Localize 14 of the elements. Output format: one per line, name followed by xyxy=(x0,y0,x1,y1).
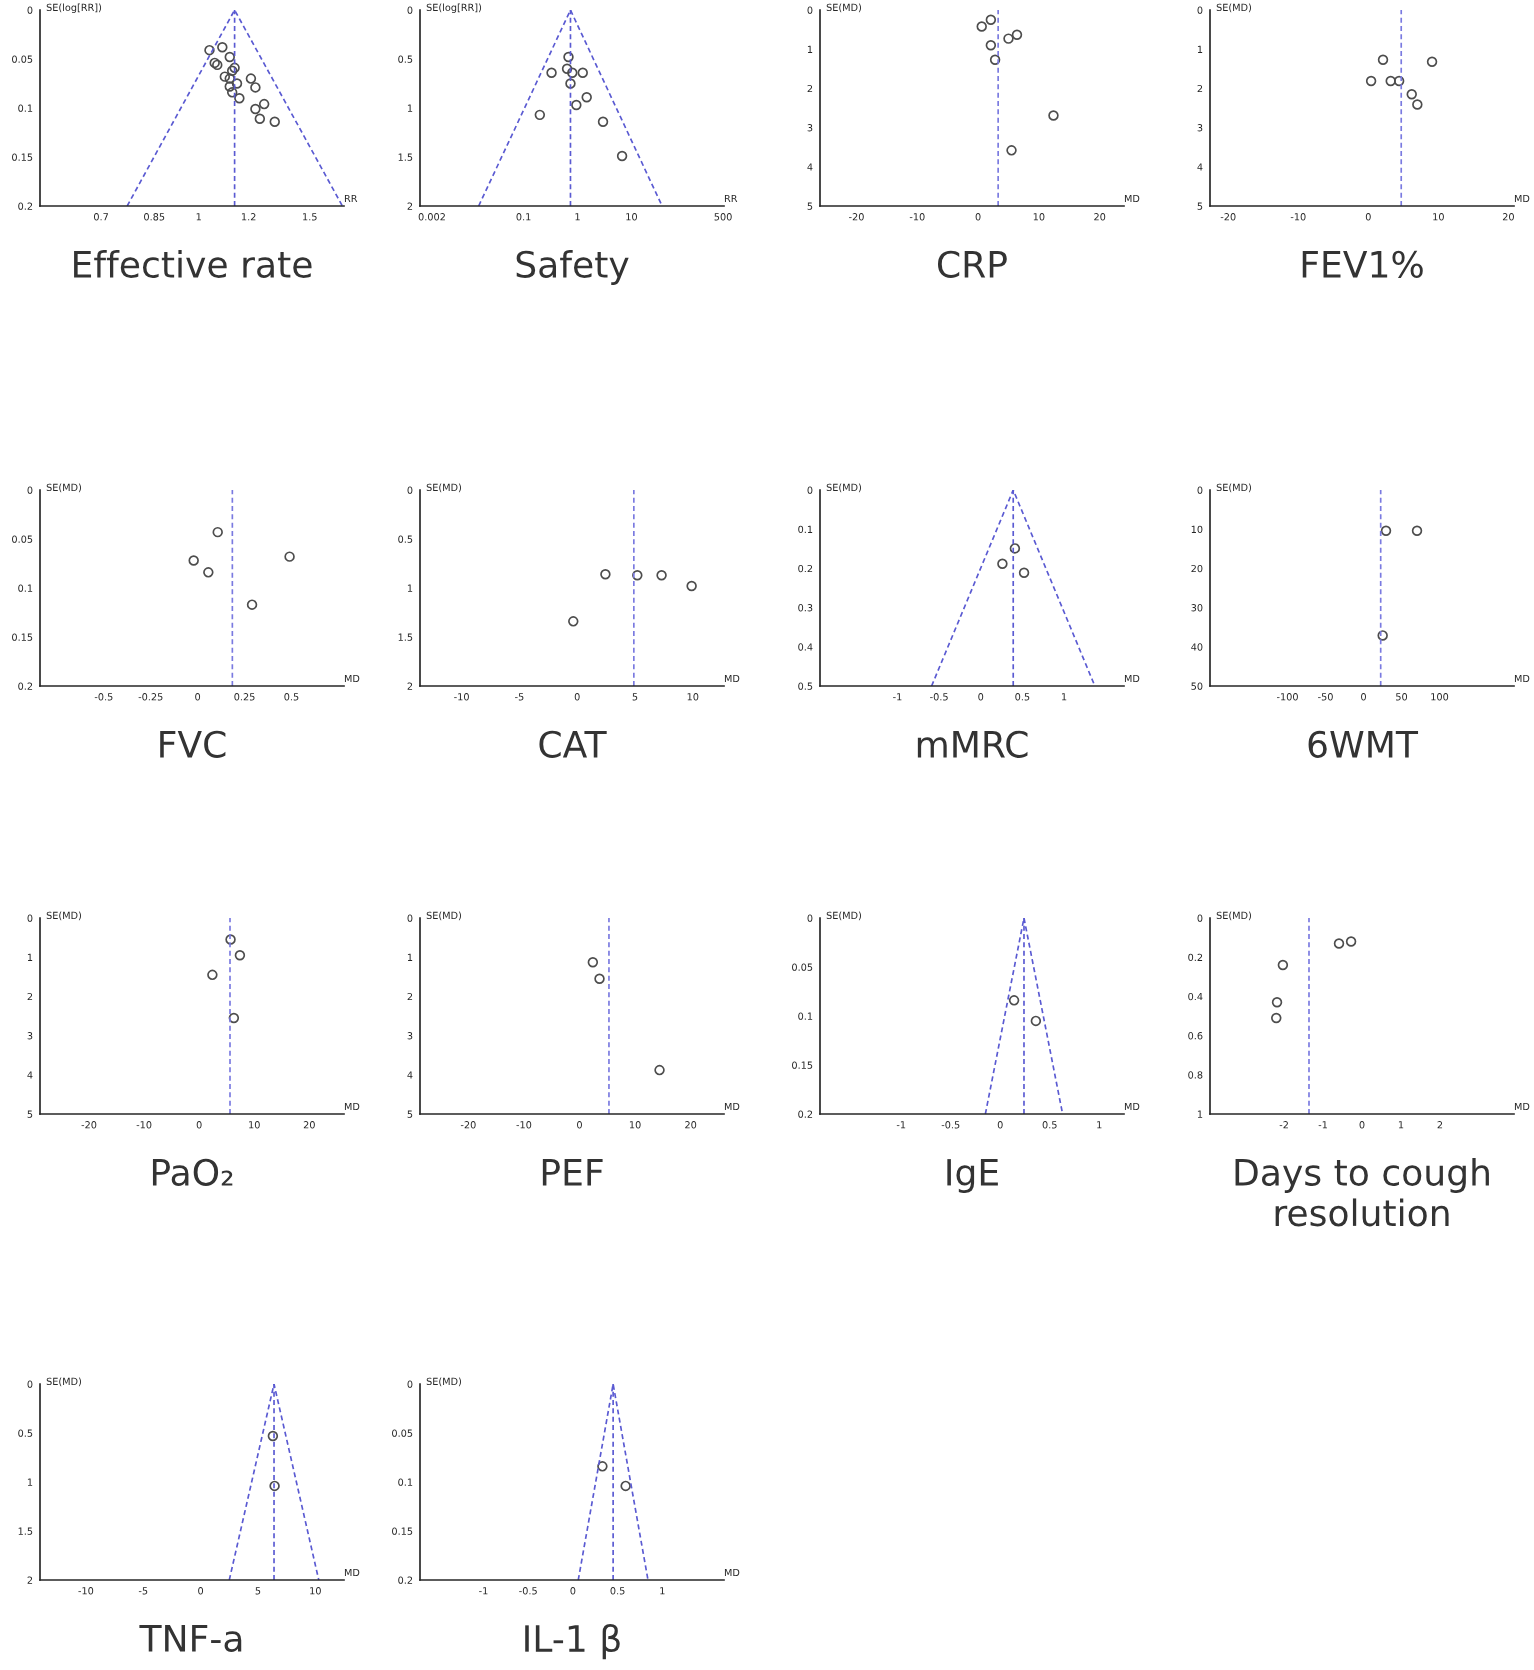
text: PEF xyxy=(542,1159,603,1186)
text: FEV1% xyxy=(1302,250,1423,278)
text: Days to cough resolution xyxy=(1235,1158,1489,1227)
text: IL-1 β xyxy=(525,1624,620,1660)
text: Safety xyxy=(516,250,629,285)
text: IgE xyxy=(947,1159,998,1193)
text: Effective rate xyxy=(74,250,312,278)
text: CAT xyxy=(539,730,607,758)
text: CRP xyxy=(937,250,1007,278)
text: PaO₂ xyxy=(152,1158,233,1186)
text: TNF-a xyxy=(139,1625,242,1652)
text: 6WMT xyxy=(1308,730,1419,758)
text: mMRC xyxy=(917,730,1028,758)
text: FVC xyxy=(160,730,226,758)
